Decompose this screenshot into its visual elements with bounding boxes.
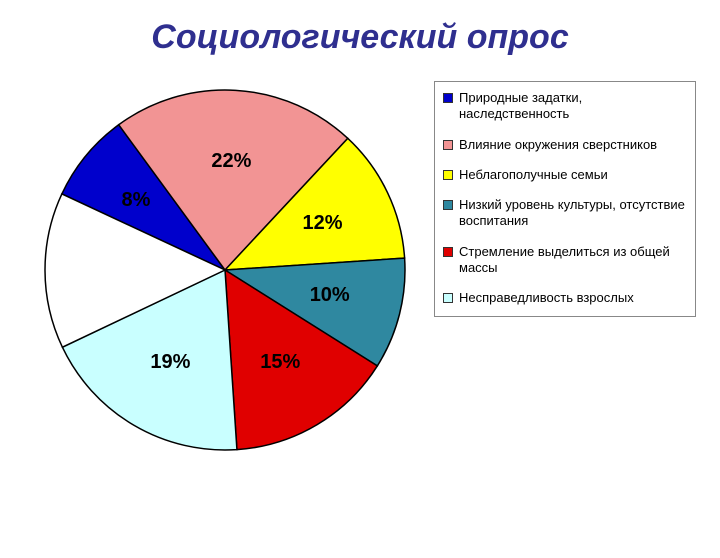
legend-label-standout: Стремление выделиться из общей массы	[459, 244, 687, 277]
legend-label-peers: Влияние окружения сверстников	[459, 137, 657, 153]
legend-item-adults: Несправедливость взрослых	[443, 290, 687, 306]
legend-label-culture: Низкий уровень культуры, отсутствие восп…	[459, 197, 687, 230]
legend: Природные задатки, наследственность Влиян…	[434, 81, 696, 317]
legend-swatch-peers	[443, 140, 453, 150]
legend-item-families: Неблагополучные семьи	[443, 167, 687, 183]
legend-label-adults: Несправедливость взрослых	[459, 290, 634, 306]
page-title: Социологический опрос	[0, 18, 720, 57]
legend-item-peers: Влияние окружения сверстников	[443, 137, 687, 153]
legend-item-standout: Стремление выделиться из общей массы	[443, 244, 687, 277]
legend-label-families: Неблагополучные семьи	[459, 167, 608, 183]
pie-chart	[30, 75, 420, 465]
legend-swatch-standout	[443, 247, 453, 257]
legend-swatch-inherited	[443, 93, 453, 103]
legend-item-inherited: Природные задатки, наследственность	[443, 90, 687, 123]
legend-swatch-culture	[443, 200, 453, 210]
chart-area: Природные задатки, наследственность Влиян…	[0, 65, 720, 525]
legend-swatch-adults	[443, 293, 453, 303]
legend-label-inherited: Природные задатки, наследственность	[459, 90, 687, 123]
legend-item-culture: Низкий уровень культуры, отсутствие восп…	[443, 197, 687, 230]
legend-swatch-families	[443, 170, 453, 180]
